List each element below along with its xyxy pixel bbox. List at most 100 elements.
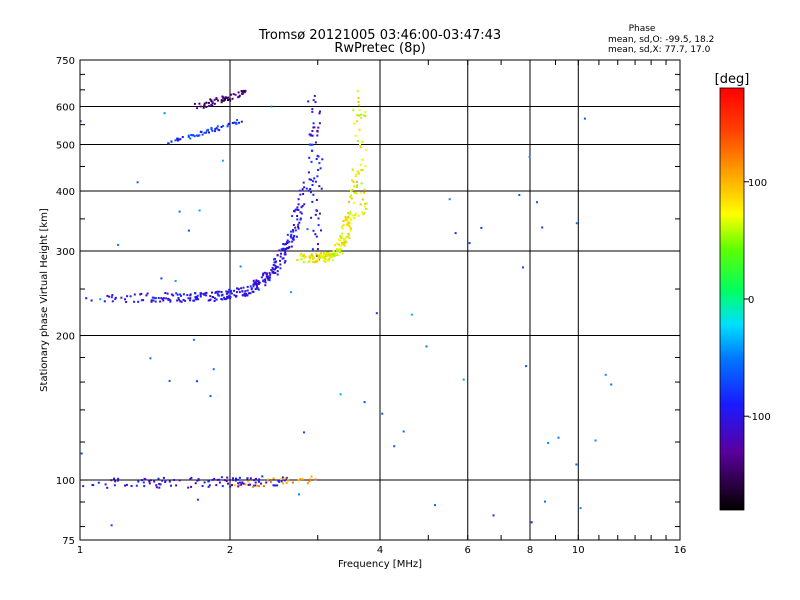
data-point [270, 269, 273, 271]
data-point [347, 232, 350, 235]
data-point [276, 270, 279, 273]
data-point [262, 279, 265, 282]
data-point [246, 477, 249, 480]
data-point [136, 181, 139, 184]
data-point [255, 279, 258, 282]
data-point [321, 158, 324, 161]
data-point [320, 253, 323, 256]
data-point [295, 235, 298, 238]
data-point [178, 138, 181, 141]
data-point [299, 478, 302, 481]
data-point [306, 482, 309, 485]
data-point [342, 224, 345, 226]
data-point [222, 99, 225, 102]
data-point [536, 201, 538, 204]
data-point [174, 139, 177, 142]
data-point [235, 477, 237, 480]
data-point [594, 439, 597, 442]
data-point [276, 484, 279, 487]
data-point [355, 173, 357, 176]
y-tick-label: 75 [62, 536, 75, 547]
data-point [297, 209, 300, 211]
data-point [79, 120, 82, 123]
data-point [291, 237, 294, 240]
data-point [299, 211, 302, 214]
data-point [314, 259, 317, 262]
data-point [308, 478, 311, 481]
data-point [311, 143, 314, 146]
data-point [227, 295, 230, 298]
data-point [222, 124, 225, 127]
data-point [291, 481, 294, 484]
data-point [604, 373, 607, 376]
data-point [170, 293, 173, 296]
data-point [218, 129, 221, 132]
data-point [361, 140, 364, 143]
data-point [166, 292, 169, 295]
data-point [260, 482, 262, 485]
data-point [240, 90, 243, 93]
data-point [311, 258, 314, 261]
data-point [547, 441, 550, 444]
data-point [274, 272, 277, 274]
data-point [178, 210, 181, 213]
data-point [282, 247, 285, 250]
data-point [315, 260, 318, 263]
data-point [289, 235, 292, 238]
data-point [286, 239, 289, 242]
data-point [182, 293, 185, 296]
data-point [306, 228, 309, 231]
data-point [302, 193, 305, 195]
data-point [223, 296, 226, 299]
data-point [318, 162, 321, 165]
data-point [347, 224, 350, 227]
data-point [557, 436, 560, 439]
data-point [292, 224, 295, 226]
data-point [291, 215, 294, 218]
data-point [336, 248, 339, 251]
data-point [358, 114, 360, 117]
data-point [225, 290, 228, 293]
data-point [425, 345, 428, 348]
data-point [360, 191, 363, 194]
data-point [393, 445, 396, 448]
data-point [245, 292, 248, 295]
data-point [307, 260, 310, 263]
data-point [249, 292, 252, 295]
data-point [113, 477, 116, 480]
data-point [271, 266, 274, 269]
data-point [454, 232, 457, 235]
data-point [294, 226, 297, 229]
data-point [231, 122, 234, 124]
data-point [300, 258, 303, 261]
data-point [255, 281, 258, 284]
data-point [133, 293, 136, 296]
data-point [191, 134, 194, 137]
data-point [197, 298, 200, 301]
data-point [346, 217, 349, 220]
data-point [158, 486, 161, 489]
data-point [252, 279, 255, 282]
data-point [310, 178, 313, 181]
data-point [248, 292, 250, 295]
data-point [199, 293, 202, 296]
data-point [288, 246, 291, 248]
data-point [280, 252, 282, 255]
data-point [339, 239, 342, 242]
data-point [317, 256, 320, 259]
data-point [311, 184, 314, 186]
data-point [265, 272, 268, 275]
data-point [215, 127, 218, 130]
data-point [360, 182, 363, 185]
data-point [341, 243, 344, 245]
data-point [342, 243, 345, 246]
data-point [311, 180, 314, 183]
data-point [347, 221, 350, 224]
data-point [323, 256, 326, 259]
data-point [238, 121, 240, 124]
data-point [316, 248, 319, 251]
data-point [299, 193, 302, 196]
data-point [287, 479, 290, 482]
data-point [170, 140, 173, 143]
data-point [273, 268, 276, 271]
